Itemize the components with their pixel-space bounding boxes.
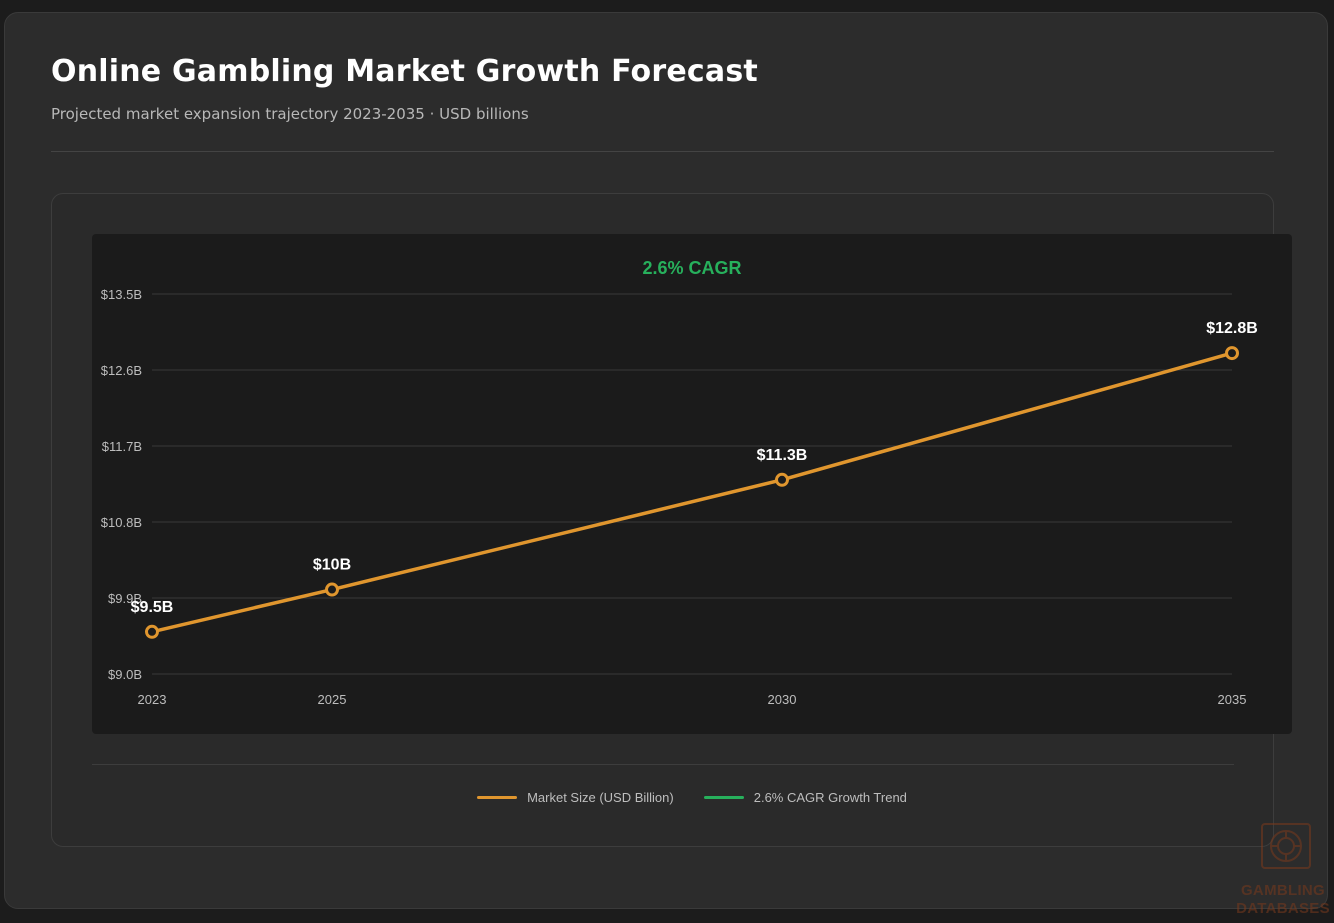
data-point	[145, 624, 159, 639]
y-tick-label: $9.9B	[108, 591, 142, 606]
legend-label-market-size: Market Size (USD Billion)	[527, 790, 674, 805]
y-tick-label: $12.6B	[101, 363, 142, 378]
cagr-annotation: 2.6% CAGR	[642, 258, 741, 278]
series-line-market-size	[150, 351, 1234, 634]
legend-divider	[92, 764, 1234, 765]
y-tick-label: $11.7B	[102, 439, 142, 454]
watermark-text-line1: GAMBLING	[1240, 882, 1326, 899]
page-subtitle: Projected market expansion trajectory 20…	[51, 105, 529, 123]
x-tick-label: 2025	[318, 692, 347, 707]
x-tick-label: 2035	[1218, 692, 1247, 707]
chart-panel: $9.0B $9.9B $10.8B $11.7B $12.6B $13.5B 2023 20…	[92, 234, 1292, 734]
y-tick-label: $10.8B	[101, 515, 142, 530]
x-tick-label: 2023	[138, 692, 167, 707]
chart-legend: Market Size (USD Billion) 2.6% CAGR Grow…	[0, 790, 1334, 805]
y-tick-label: $9.0B	[108, 667, 142, 682]
data-point	[1225, 346, 1239, 361]
watermark-text-line2: DATABASES	[1236, 900, 1330, 917]
x-tick-label: 2030	[768, 692, 797, 707]
legend-item-market-size[interactable]: Market Size (USD Billion)	[477, 790, 674, 805]
legend-item-cagr-trend[interactable]: 2.6% CAGR Growth Trend	[703, 790, 907, 805]
data-point	[775, 472, 789, 487]
page-title: Online Gambling Market Growth Forecast	[51, 54, 758, 89]
data-label: $9.5B	[131, 599, 174, 616]
legend-swatch-market-size	[477, 796, 518, 799]
watermark-logo: GAMBLING DATABASES	[1236, 820, 1330, 920]
line-chart: $9.0B $9.9B $10.8B $11.7B $12.6B $13.5B 2023 20…	[101, 258, 1258, 707]
data-point	[325, 582, 339, 597]
legend-label-cagr-trend: 2.6% CAGR Growth Trend	[753, 790, 907, 805]
header-divider	[51, 151, 1274, 152]
y-tick-label: $13.5B	[101, 287, 142, 302]
legend-swatch-cagr-trend	[703, 796, 744, 799]
roulette-chip-icon	[1261, 823, 1311, 869]
data-label: $11.3B	[757, 447, 808, 464]
data-label: $12.8B	[1206, 320, 1258, 337]
data-label: $10B	[313, 557, 351, 574]
